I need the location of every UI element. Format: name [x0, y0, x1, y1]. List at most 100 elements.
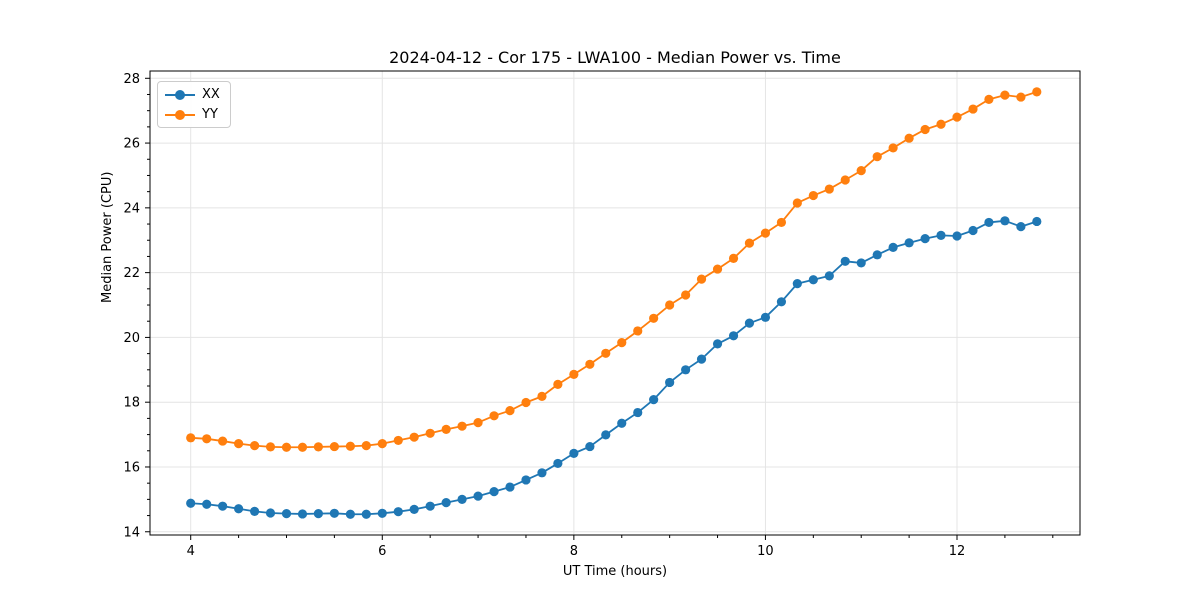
- y-tick-label: 18: [123, 396, 140, 411]
- data-point-yy: [601, 348, 611, 358]
- data-point-xx: [792, 279, 802, 289]
- data-point-xx: [601, 430, 611, 440]
- data-point-xx: [856, 258, 866, 268]
- tick-labels: 4 6 8 10 12 14 16 18 20 22 24 26 28: [123, 72, 965, 559]
- y-tick-label: 28: [123, 72, 140, 87]
- data-point-xx: [202, 499, 212, 509]
- y-tick-label: 14: [123, 525, 140, 540]
- data-point-xx: [377, 508, 387, 518]
- data-point-xx: [744, 318, 755, 328]
- data-point-xx: [665, 377, 675, 388]
- data-point-yy: [329, 441, 339, 452]
- data-point-yy: [936, 119, 946, 129]
- data-point-yy: [633, 326, 643, 336]
- data-point-yy: [202, 434, 212, 444]
- data-point-xx: [425, 501, 435, 511]
- data-point-yy: [1016, 92, 1026, 102]
- data-point-yy: [425, 428, 435, 438]
- data-point-xx: [361, 509, 371, 519]
- data-series: [186, 87, 1042, 519]
- x-tick-label: 4: [187, 544, 195, 559]
- legend-label-yy: YY: [202, 107, 218, 122]
- data-point-yy: [776, 217, 787, 228]
- data-point-xx: [1032, 216, 1042, 227]
- data-point-yy: [904, 133, 914, 143]
- plot-border: [149, 70, 1081, 536]
- data-point-xx: [313, 509, 323, 519]
- data-point-yy: [234, 439, 244, 449]
- data-point-xx: [250, 506, 260, 516]
- data-point-xx: [569, 448, 579, 458]
- data-point-xx: [409, 504, 419, 515]
- data-point-xx: [696, 354, 707, 364]
- data-point-yy: [250, 441, 260, 451]
- data-point-xx: [920, 234, 930, 244]
- data-point-yy: [744, 238, 755, 248]
- data-point-xx: [393, 507, 403, 517]
- legend-item-xx: XX: [165, 86, 220, 103]
- y-tick-label: 26: [123, 137, 140, 152]
- data-point-xx: [984, 217, 994, 228]
- data-point-yy: [585, 359, 595, 369]
- data-point-xx: [521, 475, 531, 485]
- data-point-xx: [234, 504, 244, 514]
- legend-marker-yy-icon: [165, 109, 195, 120]
- data-point-xx: [537, 468, 547, 478]
- data-point-yy: [952, 112, 962, 122]
- series-line-xx: [190, 219, 1038, 516]
- data-point-yy: [489, 411, 499, 421]
- data-point-xx: [633, 407, 643, 418]
- data-point-xx: [585, 441, 595, 452]
- x-tick-label: 6: [378, 544, 386, 559]
- data-point-xx: [904, 238, 914, 248]
- data-point-yy: [840, 175, 850, 185]
- data-point-xx: [457, 494, 467, 504]
- data-point-xx: [218, 501, 228, 511]
- data-point-yy: [553, 379, 563, 389]
- axes-spines-and-ticks: [145, 70, 1081, 540]
- data-point-yy: [377, 439, 387, 449]
- x-tick-label: 8: [570, 544, 578, 559]
- data-point-xx: [888, 242, 898, 252]
- data-point-xx: [297, 509, 308, 519]
- data-point-yy: [1032, 87, 1042, 97]
- data-point-yy: [473, 418, 483, 428]
- data-point-yy: [872, 152, 882, 162]
- data-point-xx: [760, 312, 771, 322]
- data-point-xx: [489, 487, 499, 497]
- data-point-xx: [281, 509, 292, 519]
- legend-item-yy: YY: [165, 106, 220, 123]
- data-point-xx: [473, 491, 483, 501]
- x-tick-label: 10: [757, 544, 774, 559]
- data-point-yy: [457, 421, 467, 431]
- data-point-yy: [265, 442, 276, 452]
- data-point-yy: [569, 369, 579, 379]
- data-point-yy: [345, 441, 355, 451]
- data-point-yy: [649, 313, 659, 323]
- data-point-yy: [313, 442, 323, 452]
- data-point-xx: [345, 509, 355, 519]
- data-point-yy: [808, 190, 818, 201]
- grid-lines: [150, 71, 1080, 535]
- data-point-yy: [409, 432, 419, 442]
- data-point-xx: [681, 365, 691, 375]
- data-point-xx: [265, 508, 276, 518]
- data-point-xx: [1016, 222, 1026, 232]
- data-point-yy: [968, 104, 978, 114]
- data-point-yy: [441, 424, 451, 435]
- data-point-yy: [856, 166, 866, 176]
- data-point-xx: [776, 297, 787, 307]
- data-point-xx: [505, 482, 515, 492]
- series-line-yy: [190, 91, 1038, 449]
- legend-label-xx: XX: [202, 87, 220, 102]
- data-point-xx: [553, 458, 563, 469]
- data-point-xx: [936, 230, 946, 240]
- data-point-yy: [186, 433, 196, 443]
- legend: XX YY: [157, 81, 231, 128]
- y-tick-label: 16: [123, 460, 140, 475]
- data-point-xx: [441, 498, 451, 508]
- data-point-xx: [728, 331, 739, 341]
- data-point-xx: [712, 339, 723, 349]
